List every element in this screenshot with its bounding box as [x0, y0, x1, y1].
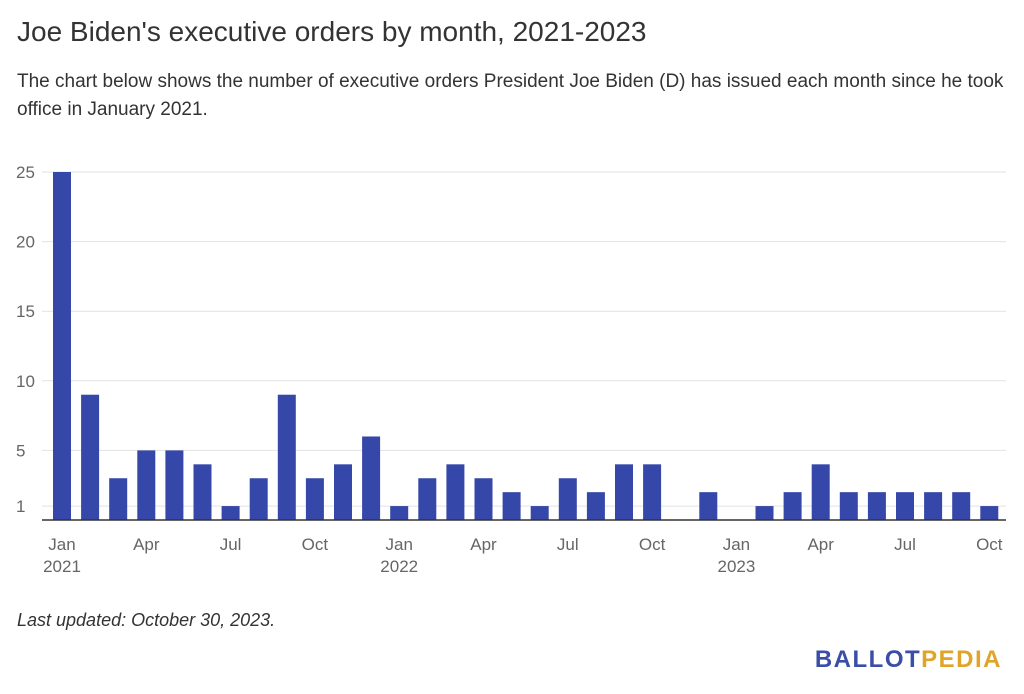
x-tick-label-apr: Apr	[470, 535, 497, 554]
chart-title: Joe Biden's executive orders by month, 2…	[17, 16, 647, 47]
bar-oct-2023	[980, 506, 999, 520]
bar-feb-2022	[418, 478, 437, 520]
x-tick-label-oct: Oct	[639, 535, 666, 554]
bar-jun-2021	[193, 464, 212, 520]
x-tick-label-apr: Apr	[807, 535, 834, 554]
logo-text-ballot: BALLOT	[814, 646, 922, 673]
bar-jun-2023	[867, 492, 886, 520]
bar-dec-2021	[362, 436, 381, 520]
bar-aug-2021	[249, 478, 268, 520]
x-tick-label-apr: Apr	[133, 535, 160, 554]
x-tick-label-jan: Jan	[385, 535, 412, 554]
bar-mar-2023	[783, 492, 802, 520]
bar-may-2023	[839, 492, 858, 520]
bar-sep-2021	[277, 394, 296, 520]
bar-may-2022	[502, 492, 521, 520]
bar-dec-2022	[699, 492, 718, 520]
x-tick-label-jul: Jul	[557, 535, 579, 554]
bar-mar-2021	[109, 478, 128, 520]
bar-apr-2022	[474, 478, 493, 520]
y-tick-label-25: 25	[16, 163, 35, 182]
last-updated-note: Last updated: October 30, 2023.	[17, 610, 276, 630]
bar-jul-2023	[896, 492, 914, 520]
bar-jul-2022	[558, 478, 577, 520]
bar-jan-2022	[390, 506, 409, 520]
bar-aug-2023	[924, 492, 943, 520]
x-axis-ticks: Jan 2021 Apr Jul Oct Jan 2022 Apr Jul Oct Jan 2023 A…	[43, 535, 1003, 576]
y-tick-label-1: 1	[16, 497, 25, 516]
bar-feb-2023	[755, 506, 774, 520]
grid-lines	[42, 171, 1006, 507]
bar-nov-2021	[334, 464, 352, 520]
x-tick-label-jan: Jan	[723, 535, 750, 554]
x-tick-year-2021: 2021	[43, 557, 81, 576]
x-tick-year-2023: 2023	[717, 557, 755, 576]
x-tick-label-jul: Jul	[894, 535, 916, 554]
bar-aug-2022	[586, 492, 605, 520]
bar-jul-2021	[221, 506, 240, 520]
x-tick-label-oct: Oct	[976, 535, 1003, 554]
bar-may-2021	[165, 450, 184, 520]
bar-jan-2021	[53, 172, 71, 520]
bar-oct-2021	[305, 478, 324, 520]
ballotpedia-logo: BALLOTPEDIA	[815, 646, 1002, 674]
chart-subtitle: The chart below shows the number of exec…	[17, 71, 1004, 120]
y-tick-label-20: 20	[16, 233, 35, 252]
y-tick-label-5: 5	[16, 441, 25, 460]
y-tick-label-10: 10	[16, 372, 35, 391]
x-tick-year-2022: 2022	[380, 557, 418, 576]
x-tick-label-jul: Jul	[220, 535, 242, 554]
bar-jun-2022	[530, 506, 549, 520]
bar-sep-2022	[615, 464, 633, 520]
logo-text-pedia: PEDIA	[921, 646, 1002, 673]
bar-sep-2023	[952, 492, 971, 520]
bar-mar-2022	[446, 464, 465, 520]
bar-apr-2021	[137, 450, 156, 520]
bar-oct-2022	[643, 464, 662, 520]
x-tick-label-jan: Jan	[48, 535, 75, 554]
y-tick-label-15: 15	[16, 302, 35, 321]
x-tick-label-oct: Oct	[302, 535, 329, 554]
bars	[53, 172, 999, 520]
bar-apr-2023	[811, 464, 830, 520]
bar-feb-2021	[81, 394, 100, 520]
